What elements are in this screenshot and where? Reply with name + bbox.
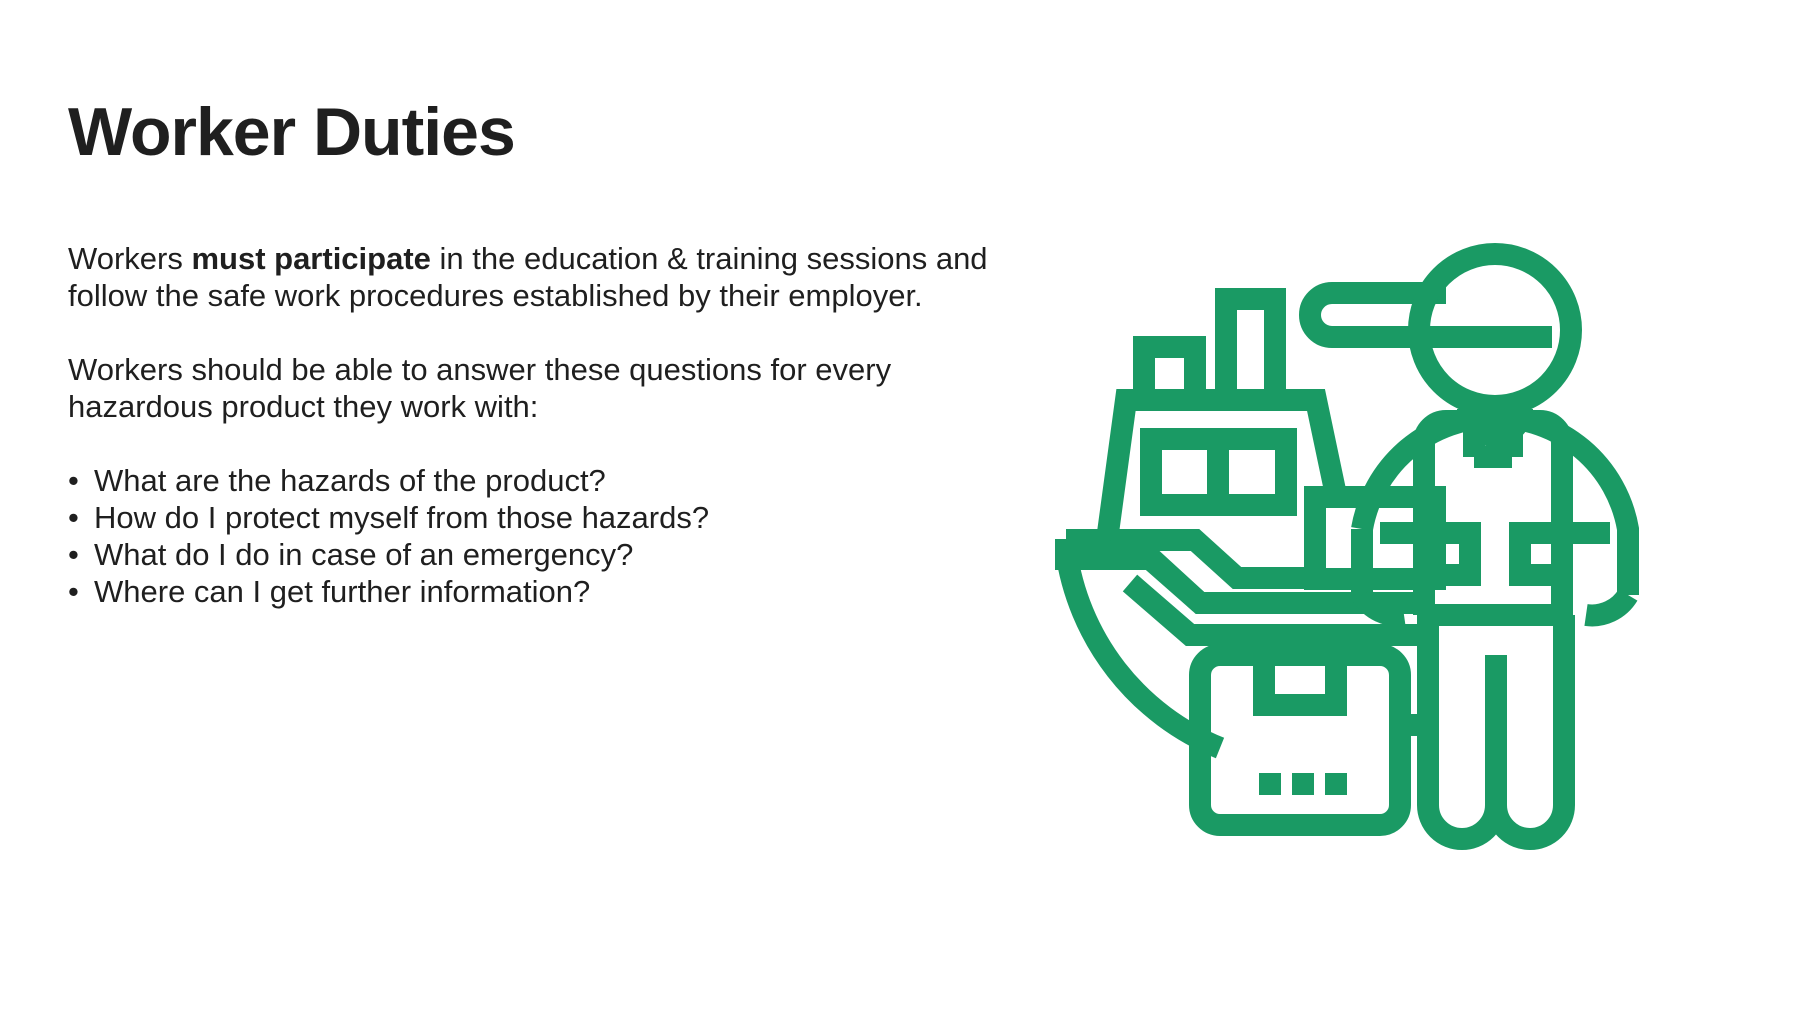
- floor-box-dot: [1325, 773, 1347, 795]
- ship-chimney-tall: [1215, 288, 1286, 400]
- worker-arm-left: [1352, 588, 1406, 627]
- delivery-worker-ship-icon: [1055, 243, 1639, 850]
- intro-paragraph: Workers must participate in the educatio…: [68, 240, 1008, 314]
- ship-deck: [1066, 529, 1304, 589]
- worker-hand-left: [1380, 522, 1481, 586]
- questions-list: What are the hazards of the product? How…: [68, 462, 1008, 610]
- worker-cap-brim: [1299, 282, 1552, 348]
- ship-chimney-short: [1133, 336, 1206, 400]
- ship-hull-inner: [1075, 548, 1208, 612]
- worker-head: [1408, 243, 1582, 417]
- list-item: Where can I get further information?: [68, 573, 1008, 610]
- questions-intro-paragraph: Workers should be able to answer these q…: [68, 352, 892, 424]
- floor-box-dot: [1259, 773, 1281, 795]
- worker-package: [1413, 410, 1573, 615]
- worker-leg-right: [1485, 615, 1575, 850]
- floor-box: [1189, 644, 1411, 836]
- worker-arm-right: [1584, 588, 1638, 627]
- worker-hand-right: [1509, 522, 1610, 586]
- intro-text-after: in the education & training sessions and…: [68, 241, 988, 313]
- intro-emphasis: must participate: [191, 241, 431, 276]
- intro-text-before: Workers: [68, 241, 192, 276]
- slide-title: Worker Duties: [68, 94, 516, 170]
- slide-body: Workers must participate in the educatio…: [68, 240, 1008, 610]
- list-item: What are the hazards of the product?: [68, 462, 1008, 499]
- hull-arc: [1055, 548, 1225, 759]
- floor-box-tape: [1253, 655, 1347, 716]
- list-item: How do I protect myself from those hazar…: [68, 499, 1008, 536]
- list-item: What do I do in case of an emergency?: [68, 536, 1008, 573]
- floor-box-dot: [1292, 773, 1314, 795]
- ship-waterline: [1122, 574, 1434, 646]
